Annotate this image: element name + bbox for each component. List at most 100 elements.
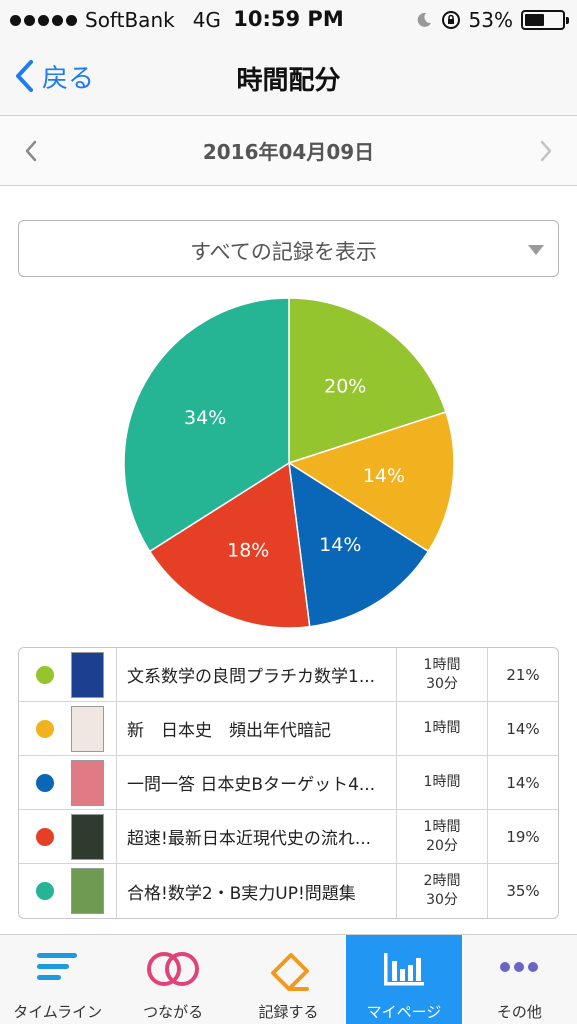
status-bar: SoftBank 4G 10:59 PM 53% [0,0,577,40]
status-right: 53% [415,8,569,32]
back-button[interactable]: 戻る [14,56,94,96]
record-filter-value: すべての記録を表示 [190,240,377,264]
tab-more[interactable]: その他 [462,935,577,1024]
signal-icon [10,14,77,26]
current-date: 2016年04月09日 [202,140,375,164]
record-thumb-cell [71,702,117,755]
record-color-cell [19,702,71,755]
network-label: 4G [192,8,221,32]
tab-timeline[interactable]: タイムライン [0,935,115,1024]
record-title-cell: 文系数学の良問プラチカ数学1... [117,648,397,701]
tab-label: その他 [496,1003,542,1021]
tab-label: マイページ [366,1003,442,1021]
battery-percent: 53% [468,8,513,32]
tab-label: タイムライン [13,1003,103,1021]
pie-slice-4 [123,297,290,553]
pie-slice-label-2: 14% [319,534,361,556]
connect-icon [147,952,200,986]
record-color-cell [19,648,71,701]
record-time: 1時間 [397,756,488,809]
record-thumb-cell [71,810,117,863]
record-row[interactable]: 文系数学の良問プラチカ数学1... 1時間 30分 21% [19,648,558,702]
book-cover-thumbnail [71,759,104,806]
pie-chart-svg: 20% 14% 14% 18% 34% [123,297,455,629]
record-percent: 14% [506,773,540,792]
record-row[interactable]: 合格!数学2・B実力UP!問題集 2時間 30分 35% [19,864,558,918]
record-title: 一問一答 日本史Bターゲット4... [127,775,376,795]
legend-dot [36,882,54,900]
record-time: 2時間 30分 [397,864,488,918]
pie-slice-2 [288,461,430,628]
record-color-cell [19,810,71,863]
record-title: 合格!数学2・B実力UP!問題集 [127,883,356,904]
record-color-cell [19,756,71,809]
record-row[interactable]: 新 日本史 頻出年代暗記 1時間 14% [19,702,558,756]
carrier-label: SoftBank [85,8,175,32]
pie-slice-label-4: 34% [184,407,226,429]
record-table: 文系数学の良問プラチカ数学1... 1時間 30分 21% 新 日本史 頻出年代… [18,647,559,919]
tab-mypage[interactable]: マイページ [346,935,462,1024]
record-thumb-cell [71,864,117,918]
pie-slice-label-1: 14% [363,465,405,487]
record-color-cell [19,864,71,918]
book-cover-thumbnail [71,651,104,698]
record-time: 1時間 20分 [397,810,488,863]
record-thumb-cell [71,648,117,701]
book-cover-thumbnail [71,868,104,914]
moon-icon [417,12,431,27]
book-cover-thumbnail [71,705,104,752]
record-icon [270,953,309,991]
date-selector: 2016年04月09日 [0,116,577,186]
pie-slice-label-3: 18% [227,540,269,562]
legend-dot [36,827,54,846]
back-label: 戻る [42,63,95,94]
tab-bar: タイムライン つながる 記録する [0,934,577,1024]
status-time: 10:59 PM [233,7,344,31]
time-distribution-pie-chart: 20% 14% 14% 18% 34% [120,294,458,632]
battery-icon [521,10,569,30]
dropdown-arrow-icon [528,245,544,255]
legend-dot [36,719,54,738]
legend-dot [36,773,54,792]
pie-slice-label-0: 20% [324,376,366,398]
next-date-button[interactable] [529,134,563,168]
record-title-cell: 超速!最新日本近現代史の流れ... [117,810,397,863]
battery-fill [525,14,545,26]
record-percent: 19% [506,827,540,846]
pie-slice-3 [148,461,311,629]
record-thumb-cell [71,756,117,809]
record-percent: 14% [506,719,540,738]
legend-dot [36,665,54,684]
tab-connect[interactable]: つながる [115,935,230,1024]
pie-slice-1 [287,411,455,553]
record-title: 新 日本史 頻出年代暗記 [127,721,331,741]
mypage-chart-icon [383,953,424,986]
navigation-bar: 戻る 時間配分 [0,40,577,116]
timeline-icon [36,953,77,980]
chevron-right-icon [540,140,552,162]
chevron-left-icon [25,140,37,162]
record-filter-select[interactable]: すべての記録を表示 [18,220,559,277]
record-percent: 21% [506,665,540,684]
record-time: 1時間 [397,702,488,755]
record-row[interactable]: 超速!最新日本近現代史の流れ... 1時間 20分 19% [19,810,558,864]
book-cover-thumbnail [71,813,104,860]
chevron-left-icon [16,60,33,92]
record-title-cell: 一問一答 日本史Bターゲット4... [117,756,397,809]
page-title: 時間配分 [236,66,341,96]
record-time: 1時間 30分 [397,648,488,701]
previous-date-button[interactable] [14,134,48,168]
record-title-cell: 新 日本史 頻出年代暗記 [117,702,397,755]
more-icon [500,962,539,972]
rotation-lock-icon [441,11,460,29]
pie-slice-0 [288,297,447,465]
record-percent: 35% [506,882,540,900]
tab-record[interactable]: 記録する [231,935,346,1024]
record-title: 文系数学の良問プラチカ数学1... [127,667,376,687]
tab-label: 記録する [258,1003,319,1021]
status-left: SoftBank 4G [10,8,221,32]
record-title-cell: 合格!数学2・B実力UP!問題集 [117,864,397,918]
record-title: 超速!最新日本近現代史の流れ... [127,829,372,849]
record-row[interactable]: 一問一答 日本史Bターゲット4... 1時間 14% [19,756,558,810]
